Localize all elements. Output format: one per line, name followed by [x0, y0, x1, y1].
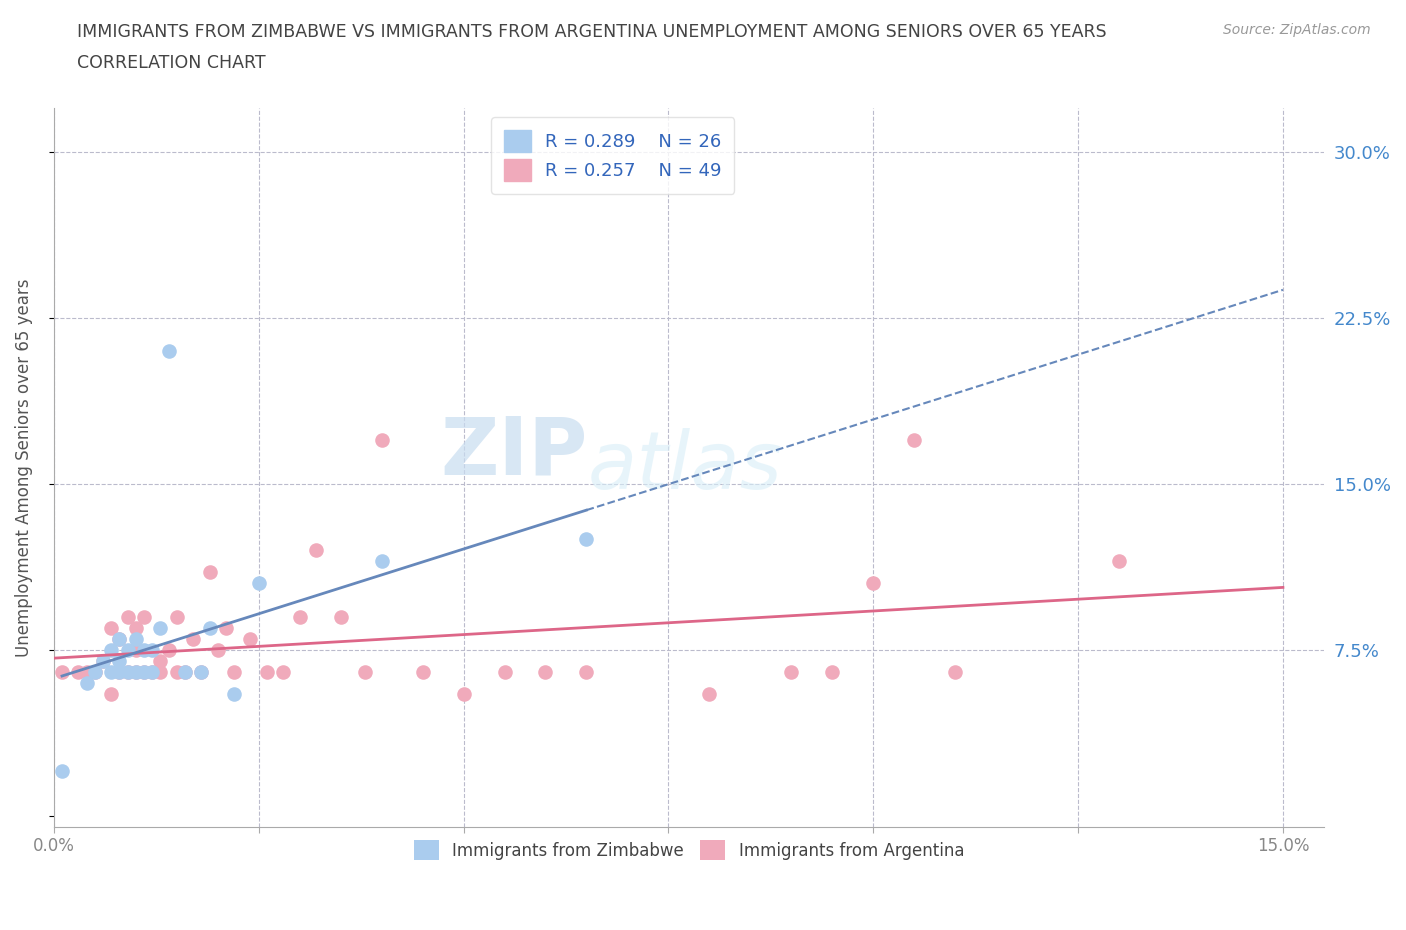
Point — [125, 620, 148, 635]
Point — [117, 664, 139, 679]
Point — [370, 432, 392, 447]
Point — [174, 664, 197, 679]
Point — [198, 565, 221, 579]
Text: ZIP: ZIP — [440, 414, 588, 492]
Point — [83, 664, 105, 679]
Point — [100, 620, 122, 635]
Point — [305, 543, 328, 558]
Point — [575, 532, 598, 547]
Point — [132, 643, 155, 658]
Point — [271, 664, 294, 679]
Point — [83, 664, 105, 679]
Point — [166, 664, 188, 679]
Point — [412, 664, 434, 679]
Point — [125, 664, 148, 679]
Point — [51, 664, 73, 679]
Point — [149, 664, 172, 679]
Point — [141, 643, 163, 658]
Point — [207, 643, 229, 658]
Text: IMMIGRANTS FROM ZIMBABWE VS IMMIGRANTS FROM ARGENTINA UNEMPLOYMENT AMONG SENIORS: IMMIGRANTS FROM ZIMBABWE VS IMMIGRANTS F… — [77, 23, 1107, 41]
Point — [534, 664, 557, 679]
Point — [141, 664, 163, 679]
Point — [108, 631, 131, 646]
Point — [239, 631, 262, 646]
Point — [354, 664, 377, 679]
Point — [198, 620, 221, 635]
Text: atlas: atlas — [588, 429, 782, 506]
Point — [494, 664, 516, 679]
Point — [943, 664, 966, 679]
Point — [821, 664, 844, 679]
Point — [224, 664, 246, 679]
Point — [256, 664, 278, 679]
Point — [780, 664, 803, 679]
Point — [699, 686, 721, 701]
Point — [76, 664, 98, 679]
Text: Source: ZipAtlas.com: Source: ZipAtlas.com — [1223, 23, 1371, 37]
Point — [91, 654, 114, 669]
Point — [100, 643, 122, 658]
Point — [575, 664, 598, 679]
Point — [247, 576, 270, 591]
Point — [91, 654, 114, 669]
Point — [181, 631, 204, 646]
Legend: Immigrants from Zimbabwe, Immigrants from Argentina: Immigrants from Zimbabwe, Immigrants fro… — [405, 831, 973, 869]
Point — [108, 664, 131, 679]
Point — [903, 432, 925, 447]
Point — [125, 643, 148, 658]
Point — [132, 664, 155, 679]
Point — [157, 643, 180, 658]
Point — [117, 609, 139, 624]
Point — [149, 654, 172, 669]
Point — [224, 686, 246, 701]
Point — [157, 344, 180, 359]
Point — [174, 664, 197, 679]
Point — [117, 664, 139, 679]
Point — [125, 631, 148, 646]
Point — [125, 664, 148, 679]
Point — [76, 675, 98, 690]
Point — [100, 686, 122, 701]
Point — [329, 609, 352, 624]
Point — [108, 654, 131, 669]
Point — [141, 664, 163, 679]
Y-axis label: Unemployment Among Seniors over 65 years: Unemployment Among Seniors over 65 years — [15, 278, 32, 657]
Point — [1108, 554, 1130, 569]
Point — [132, 664, 155, 679]
Point — [370, 554, 392, 569]
Point — [100, 664, 122, 679]
Point — [166, 609, 188, 624]
Point — [453, 686, 475, 701]
Point — [862, 576, 884, 591]
Point — [288, 609, 311, 624]
Point — [190, 664, 212, 679]
Point — [51, 764, 73, 778]
Point — [108, 631, 131, 646]
Point — [215, 620, 238, 635]
Point — [132, 609, 155, 624]
Point — [190, 664, 212, 679]
Point — [149, 620, 172, 635]
Point — [67, 664, 90, 679]
Text: CORRELATION CHART: CORRELATION CHART — [77, 54, 266, 72]
Point — [117, 643, 139, 658]
Point — [108, 664, 131, 679]
